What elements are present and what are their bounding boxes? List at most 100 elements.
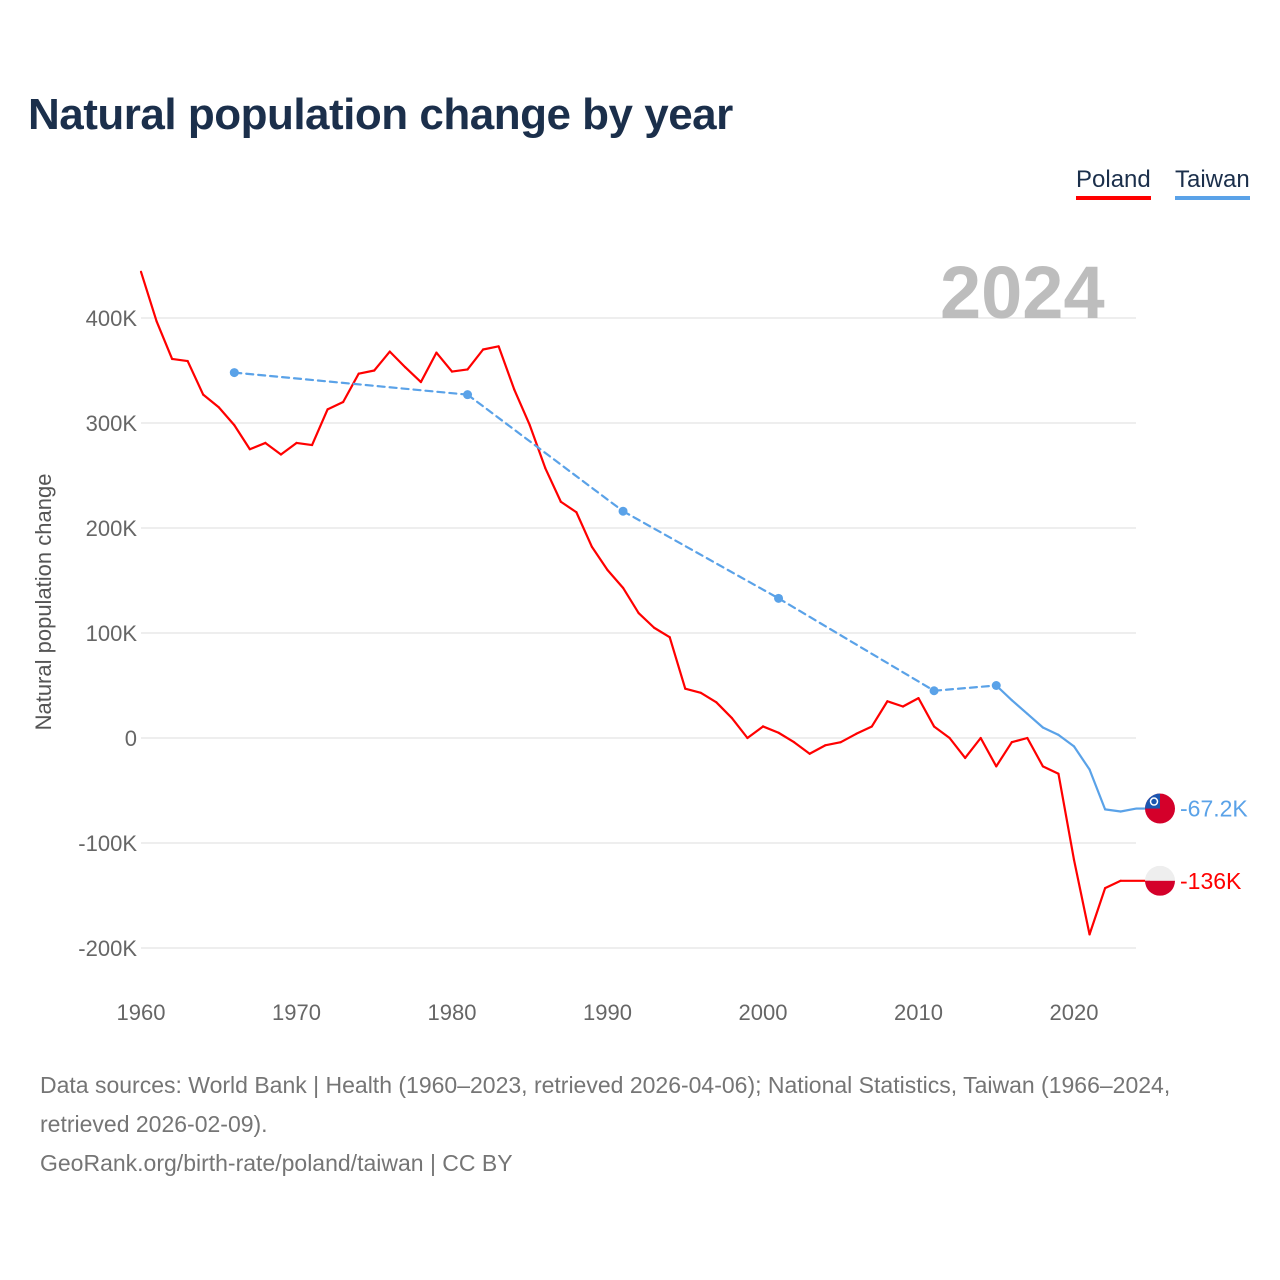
- poland-line-segment: [824, 741, 842, 747]
- poland-flag-icon: [1145, 865, 1175, 896]
- poland-line-segment: [342, 372, 360, 404]
- poland-line-segment: [1057, 772, 1076, 861]
- taiwan-data-point: [929, 686, 939, 696]
- poland-line-segment: [1103, 879, 1122, 890]
- y-tick-label: 100K: [86, 621, 138, 646]
- poland-line-segment: [964, 736, 982, 760]
- poland-line-segment: [637, 611, 656, 629]
- poland-line-segment: [171, 357, 189, 363]
- poland-line-segment: [979, 736, 998, 768]
- taiwan-end-label: -67.2K: [1180, 796, 1248, 822]
- poland-line-segment: [606, 568, 625, 589]
- y-axis-label: Natural population change: [31, 474, 56, 731]
- poland-line-segment: [295, 441, 314, 447]
- legend-poland[interactable]: Poland: [1076, 166, 1151, 200]
- poland-line-segment: [544, 467, 562, 503]
- taiwan-line-segment: [1088, 768, 1107, 811]
- taiwan-line-segment: [1057, 733, 1076, 748]
- taiwan-line-segment: [1041, 726, 1060, 736]
- poland-line-segment: [1026, 736, 1045, 768]
- poland-line-segment: [482, 345, 500, 351]
- poland-line-segment: [761, 725, 780, 734]
- taiwan-line-segment: [777, 597, 936, 692]
- x-tick-label: 2010: [894, 1000, 943, 1025]
- poland-line-segment: [279, 441, 298, 456]
- poland-line-segment: [186, 359, 205, 396]
- year-overlay: 2024: [940, 251, 1105, 334]
- poland-line-segment: [1010, 736, 1029, 744]
- poland-line-segment: [808, 744, 827, 755]
- taiwan-line-segment: [1010, 699, 1029, 715]
- poland-line-segment: [310, 408, 329, 447]
- taiwan-data-point: [463, 390, 473, 400]
- legend-taiwan[interactable]: Taiwan: [1175, 166, 1250, 200]
- poland-line-segment: [466, 348, 485, 371]
- taiwan-line-segment: [932, 684, 998, 692]
- y-tick-label: -200K: [78, 936, 137, 961]
- poland-line-segment: [575, 511, 594, 549]
- poland-line-segment: [404, 366, 422, 384]
- poland-line-segment: [917, 696, 936, 728]
- poland-line-segment: [1072, 858, 1091, 936]
- line-chart: 400K 300K 200K 100K 0 -100K -200K 1960 1970 1980 1…: [31, 270, 1248, 1025]
- credit-link[interactable]: GeoRank.org/birth-rate/poland/taiwan | C…: [40, 1150, 513, 1176]
- poland-end-label: -136K: [1180, 868, 1242, 894]
- y-tick-label: 300K: [86, 411, 138, 436]
- poland-line-segment: [388, 350, 407, 369]
- poland-line-segment: [792, 741, 811, 755]
- poland-line-segment: [497, 345, 516, 391]
- poland-line-segment: [450, 368, 469, 373]
- flag-white: [1145, 865, 1175, 881]
- poland-line-segment: [326, 400, 345, 411]
- poland-line-segment: [839, 732, 858, 744]
- data-sources: Data sources: World Bank | Health (1960–…: [40, 1072, 1171, 1137]
- footer: Data sources: World Bank | Health (1960–…: [40, 1066, 1250, 1183]
- poland-line-segment: [248, 441, 267, 451]
- poland-line-segment: [1041, 765, 1060, 775]
- taiwan-line-segment: [621, 510, 780, 600]
- y-tick-label: 0: [125, 726, 137, 751]
- poland-line-segment: [932, 725, 951, 740]
- poland-line-segment: [948, 736, 967, 760]
- poland-line-segment: [1088, 887, 1107, 936]
- taiwan-data-point: [991, 681, 1001, 690]
- x-tick-label: 2000: [739, 1000, 788, 1025]
- taiwan-line-segment: [1072, 745, 1091, 771]
- taiwan-line-segment: [1026, 712, 1045, 729]
- poland-line-segment: [855, 725, 873, 735]
- poland-line-segment: [730, 716, 749, 740]
- flag-sun: [1149, 797, 1159, 806]
- x-tick-label: 1990: [583, 1000, 632, 1025]
- poland-line-segment: [995, 741, 1013, 768]
- taiwan-line-segment: [233, 371, 469, 396]
- chart-title: Natural population change by year: [28, 90, 733, 139]
- poland-line-segment: [155, 320, 174, 361]
- taiwan-flag-icon: [1145, 793, 1175, 824]
- taiwan-data-point: [229, 368, 239, 378]
- poland-line-segment: [699, 691, 718, 704]
- poland-line-segment: [513, 388, 531, 427]
- poland-line-segment: [886, 700, 905, 708]
- taiwan-line-segment: [1119, 807, 1138, 813]
- taiwan-data-point: [618, 506, 628, 516]
- poland-line-segment: [202, 393, 220, 409]
- poland-line-segment: [870, 700, 889, 728]
- poland-line-segment: [668, 636, 687, 690]
- y-tick-label: -100K: [78, 831, 137, 856]
- poland-line-segment: [653, 626, 671, 639]
- x-tick-label: 1960: [117, 1000, 166, 1025]
- poland-line-segment: [901, 696, 920, 708]
- poland-line-segment: [419, 351, 438, 384]
- poland-line-segment: [217, 406, 236, 427]
- poland-line-segment: [559, 500, 578, 514]
- y-tick-label: 200K: [86, 516, 138, 541]
- poland-line-segment: [590, 545, 609, 572]
- taiwan-line-segment: [466, 393, 625, 513]
- poland-line-segment: [746, 725, 765, 740]
- poland-line-segment: [357, 369, 376, 375]
- x-tick-label: 1970: [272, 1000, 321, 1025]
- x-tick-label: 2020: [1050, 1000, 1099, 1025]
- taiwan-data-point: [774, 593, 784, 603]
- y-tick-label: 400K: [86, 306, 138, 331]
- poland-line-segment: [264, 441, 283, 456]
